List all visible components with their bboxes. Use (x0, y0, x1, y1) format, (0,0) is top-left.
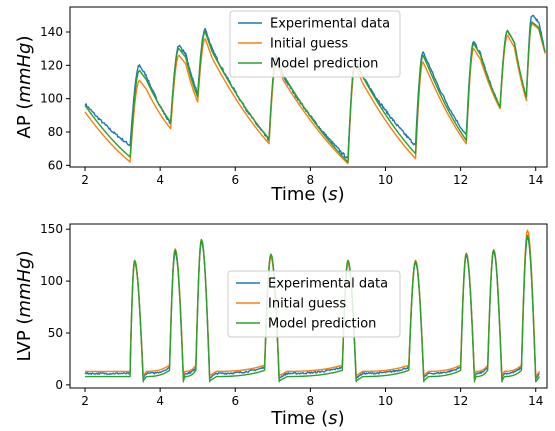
lvp-x-ticks: 2 4 6 8 10 12 14 (81, 388, 543, 408)
lvp-chart: 2 4 6 8 10 12 14 0 50 100 150 Time (s) LVP (mmHg)… (14, 222, 548, 429)
x-tick-label: 8 (307, 394, 315, 408)
y-tick-label: 140 (40, 25, 63, 39)
x-tick-label: 14 (528, 173, 543, 187)
model-prediction-line (84, 21, 546, 163)
lvp-y-axis-title: LVP (mmHg) (14, 250, 35, 361)
y-tick-label: 120 (40, 58, 63, 72)
x-tick-label: 6 (231, 394, 239, 408)
lvp-series-group (84, 229, 541, 383)
x-tick-label: 12 (453, 394, 468, 408)
ap-y-ticks: 60 80 100 120 140 (40, 25, 70, 172)
x-tick-label: 4 (156, 173, 164, 187)
lvp-y-ticks: 0 50 100 150 (40, 222, 70, 392)
legend-label: Experimental data (268, 277, 388, 292)
x-tick-label: 2 (81, 173, 89, 187)
legend-label: Experimental data (270, 17, 390, 32)
y-tick-label: 150 (40, 222, 63, 236)
y-tick-label: 80 (48, 125, 63, 139)
y-tick-label: 100 (40, 92, 63, 106)
initial-guess-line (84, 22, 546, 165)
legend-label: Model prediction (268, 317, 376, 332)
ap-chart: 2 4 6 8 10 12 14 60 80 100 120 140 Time (s) AP (mm… (14, 6, 548, 205)
x-tick-label: 2 (81, 394, 89, 408)
x-tick-label: 4 (156, 394, 164, 408)
x-tick-label: 10 (378, 173, 393, 187)
ap-x-ticks: 2 4 6 8 10 12 14 (81, 167, 543, 187)
x-tick-label: 8 (307, 173, 315, 187)
x-tick-label: 10 (378, 394, 393, 408)
y-tick-label: 100 (40, 274, 63, 288)
legend-label: Initial guess (270, 37, 348, 52)
lvp-x-axis-title: Time (s) (270, 408, 344, 429)
y-tick-label: 50 (48, 326, 63, 340)
x-tick-label: 6 (231, 173, 239, 187)
legend-box (227, 270, 401, 338)
x-tick-label: 12 (453, 173, 468, 187)
y-tick-label: 0 (55, 378, 63, 392)
lvp-legend: Experimental data Initial guess Model pred… (227, 270, 401, 338)
ap-legend: Experimental data Initial guess Model pred… (229, 10, 401, 78)
legend-label: Initial guess (268, 297, 346, 312)
model-prediction-line (85, 234, 541, 383)
ap-series-group (84, 14, 546, 165)
lvp-plot-frame (69, 223, 548, 389)
legend-label: Model prediction (270, 57, 378, 72)
ap-plot-frame (69, 6, 548, 168)
x-tick-label: 14 (528, 394, 543, 408)
legend-box (229, 10, 401, 78)
ap-y-axis-title: AP (mmHg) (14, 36, 35, 139)
ap-x-axis-title: Time (s) (270, 184, 344, 205)
y-tick-label: 60 (48, 158, 63, 172)
